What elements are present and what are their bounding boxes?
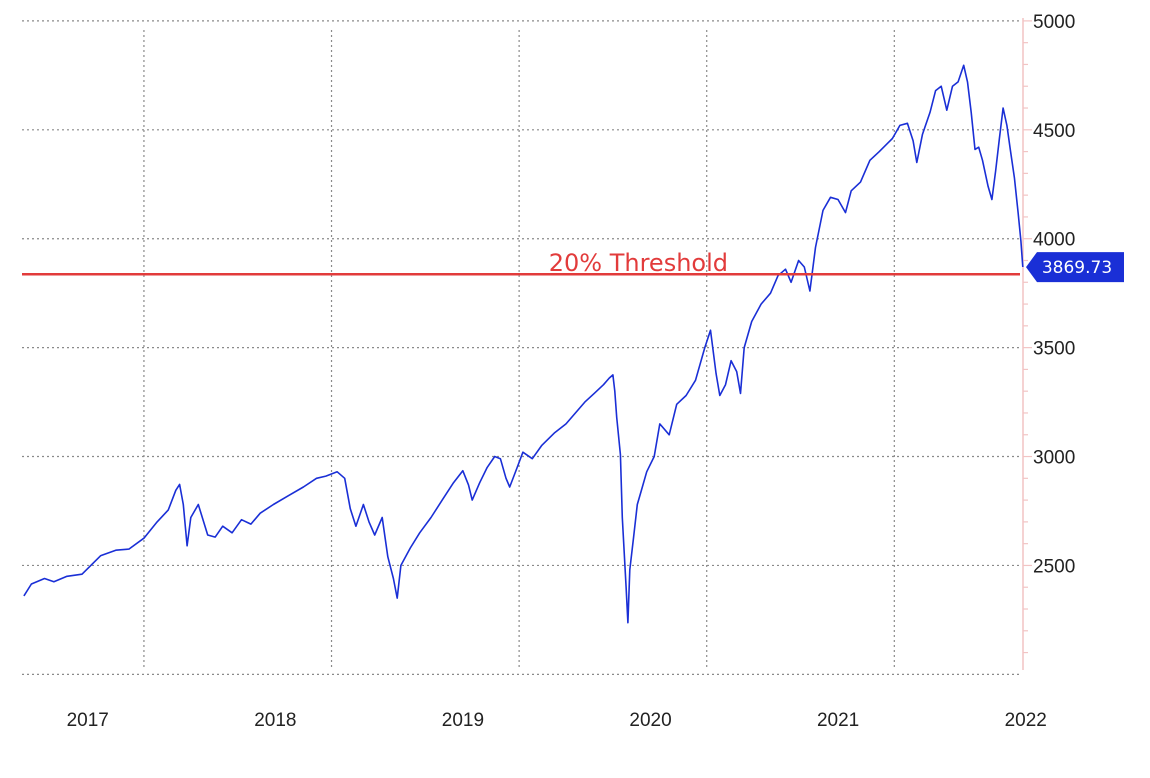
y-tick-label: 4000 [1033,230,1075,251]
last-value-label: 3869.73 [1042,258,1112,278]
x-tick-labels: 2017 2018 2019 2020 2021 2022 [67,710,1047,731]
x-tick-label: 2021 [817,710,859,731]
x-tick-label: 2020 [629,710,671,731]
y-tick-label: 4500 [1033,121,1075,142]
y-tick-label: 3000 [1033,448,1075,469]
y-tick-label: 2500 [1033,556,1075,577]
y-tick-label: 3500 [1033,339,1075,360]
x-tick-label: 2022 [1005,710,1047,731]
y-tick-labels: 2500 3000 3500 4000 4500 5000 [1033,12,1075,578]
gridlines [22,20,1020,675]
x-tick-label: 2018 [254,710,296,731]
x-tick-label: 2017 [67,710,109,731]
y-tick-label: 5000 [1033,12,1075,33]
last-value-tag [1026,252,1124,283]
y-axis [1022,18,1032,670]
threshold-label: 20% Threshold [549,249,728,277]
price-series-line [23,64,1024,624]
x-tick-label: 2019 [442,710,484,731]
